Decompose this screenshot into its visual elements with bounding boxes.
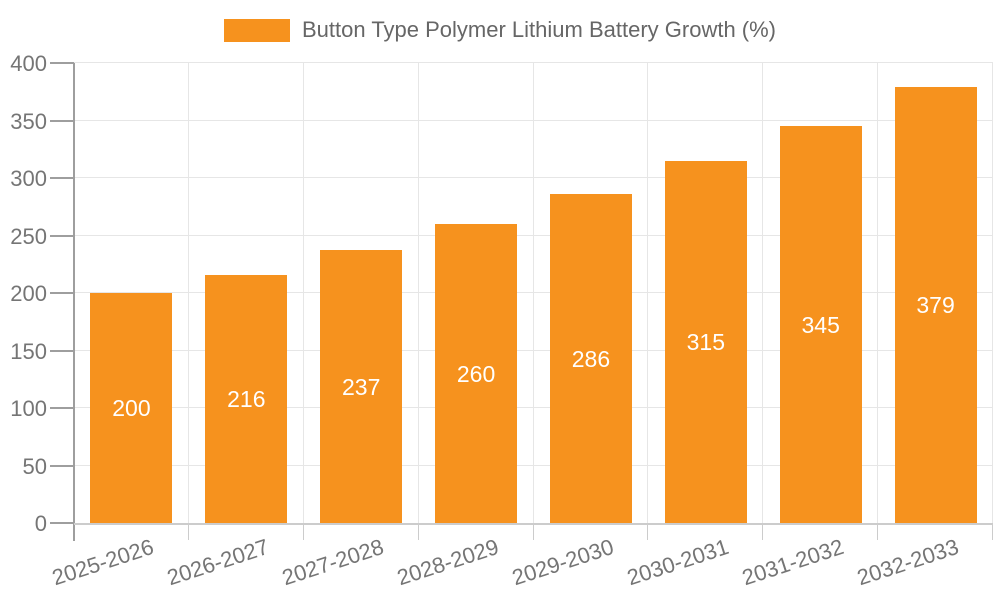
gridline-vertical (762, 63, 764, 523)
bar-value-label: 286 (571, 345, 611, 372)
y-tick-label: 0 (34, 511, 47, 536)
bar-value-label: 345 (801, 311, 840, 338)
x-axis-tick (532, 523, 534, 540)
gridline-horizontal (74, 292, 993, 293)
bar (779, 126, 862, 523)
y-axis-line (73, 63, 75, 541)
y-tick-label: 350 (10, 108, 47, 134)
bar (320, 250, 403, 523)
y-tick-label: 150 (10, 338, 47, 364)
y-tick-label: 400 (10, 51, 47, 76)
y-tick-label: 300 (10, 166, 47, 191)
y-axis-tick (50, 292, 74, 294)
y-axis-tick (50, 62, 74, 64)
x-axis-tick (877, 523, 879, 540)
bar-value-label: 237 (342, 373, 381, 400)
bar (894, 87, 977, 523)
gridline-horizontal (74, 407, 993, 408)
bar (549, 194, 632, 523)
gridline-horizontal (74, 349, 993, 351)
bar-value-label: 315 (686, 328, 725, 355)
bar-value-label: 379 (916, 292, 955, 319)
y-tick-label: 100 (10, 396, 47, 421)
x-axis-tick (647, 523, 649, 540)
bar (205, 274, 288, 523)
gridline-horizontal (74, 119, 993, 121)
y-axis-tick (50, 119, 74, 122)
legend-label: Button Type Polymer Lithium Battery Grow… (302, 17, 776, 42)
y-axis-tick (50, 177, 74, 179)
legend: Button Type Polymer Lithium Battery Grow… (0, 16, 1000, 44)
bar (664, 160, 747, 523)
x-axis-tick (992, 523, 993, 540)
y-tick-label: 50 (22, 453, 47, 479)
y-axis-tick (50, 407, 74, 409)
bar (90, 293, 173, 523)
y-axis-tick (50, 349, 74, 352)
legend-swatch (224, 18, 290, 42)
y-axis-tick (50, 522, 74, 524)
x-axis-tick (417, 523, 419, 540)
bar-value-label: 260 (456, 360, 496, 387)
bar (435, 224, 518, 523)
x-axis-line (74, 523, 993, 525)
gridline-vertical (302, 63, 304, 523)
gridline-vertical (877, 63, 879, 523)
bar-value-label: 216 (227, 385, 266, 412)
gridline-horizontal (74, 62, 993, 63)
y-axis-tick (50, 234, 74, 237)
y-axis-tick (50, 464, 74, 467)
x-axis-tick (302, 523, 304, 540)
gridline-vertical (417, 63, 419, 523)
x-axis-tick (762, 523, 764, 540)
gridline-vertical (992, 63, 993, 523)
y-tick-label: 250 (10, 223, 47, 249)
gridline-horizontal (74, 234, 993, 236)
bar-value-label: 200 (112, 395, 151, 421)
gridline-vertical (187, 63, 189, 523)
gridline-vertical (647, 63, 649, 523)
gridline-horizontal (74, 464, 993, 466)
y-tick-label: 200 (10, 281, 47, 306)
gridline-horizontal (74, 177, 993, 178)
gridline-vertical (532, 63, 534, 523)
x-axis-tick (187, 523, 189, 540)
